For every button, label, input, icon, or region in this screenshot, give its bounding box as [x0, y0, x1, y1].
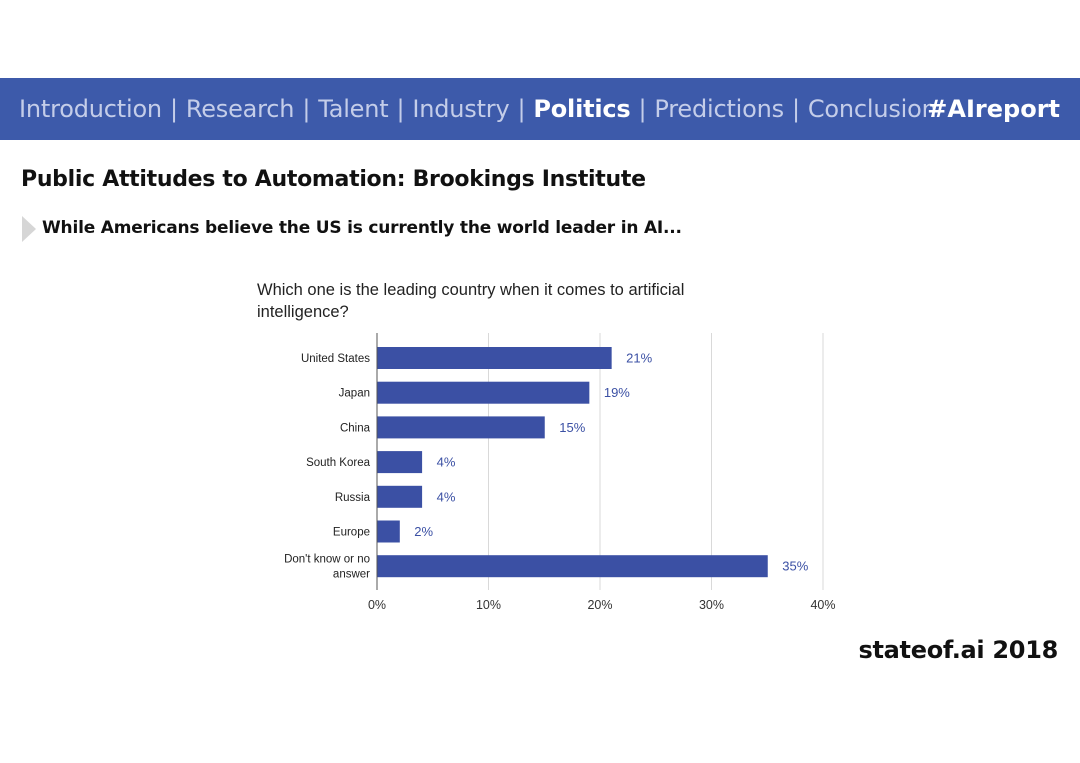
nav-separator: |	[638, 95, 647, 123]
category-label: Don't know or no answer	[284, 554, 370, 581]
bar	[377, 381, 590, 404]
nav-separator: |	[302, 95, 311, 123]
x-tick-label: 0%	[368, 598, 386, 612]
category-label: South Korea	[306, 457, 371, 469]
chart-title: Which one is the leading country when it…	[257, 281, 685, 321]
nav-separator: |	[169, 95, 178, 123]
category-label: Russia	[335, 492, 371, 504]
nav-separator: |	[517, 95, 526, 123]
category-label: Europe	[333, 527, 370, 539]
nav-item-politics[interactable]: Politics	[533, 95, 631, 123]
bar	[377, 520, 400, 543]
category-label: China	[340, 422, 371, 434]
section-nav: Introduction | Research | Talent | Industry | Po…	[19, 78, 937, 140]
bar	[377, 416, 545, 439]
bar	[377, 555, 768, 578]
bar-value-label: 21%	[626, 351, 652, 366]
hashtag: #AIreport	[927, 95, 1060, 123]
x-tick-label: 30%	[699, 598, 724, 612]
nav-item-introduction[interactable]: Introduction	[19, 95, 162, 123]
top-navigation-bar: Introduction | Research | Talent | Industry | Po…	[0, 78, 1080, 140]
nav-item-conclusion[interactable]: Conclusion	[807, 95, 937, 123]
category-label: United States	[301, 353, 370, 365]
bar-value-label: 19%	[604, 385, 630, 400]
nav-item-predictions[interactable]: Predictions	[654, 95, 784, 123]
page-subtitle: While Americans believe the US is curren…	[42, 218, 682, 238]
bar	[377, 485, 423, 508]
bar-value-label: 15%	[559, 420, 585, 435]
nav-separator: |	[791, 95, 800, 123]
nav-item-talent[interactable]: Talent	[318, 95, 389, 123]
chevron-right-icon	[22, 216, 36, 242]
bar	[377, 451, 423, 474]
bar-chart: 0% 10% 20% 30% 40% 21% United States 19% Japan 15…	[284, 333, 836, 612]
x-tick-label: 40%	[810, 598, 835, 612]
nav-item-research[interactable]: Research	[185, 95, 295, 123]
nav-item-industry[interactable]: Industry	[412, 95, 510, 123]
nav-separator: |	[396, 95, 405, 123]
bar	[377, 347, 612, 369]
bar-value-label: 2%	[414, 524, 433, 539]
page-title: Public Attitudes to Automation: Brooking…	[21, 167, 646, 192]
bar-value-label: 35%	[782, 559, 808, 574]
footer-brand: stateof.ai 2018	[858, 636, 1058, 664]
category-label: Japan	[339, 388, 370, 400]
x-tick-label: 20%	[587, 598, 612, 612]
x-tick-label: 10%	[476, 598, 501, 612]
bar-value-label: 4%	[437, 489, 456, 504]
bar-value-label: 4%	[437, 455, 456, 470]
